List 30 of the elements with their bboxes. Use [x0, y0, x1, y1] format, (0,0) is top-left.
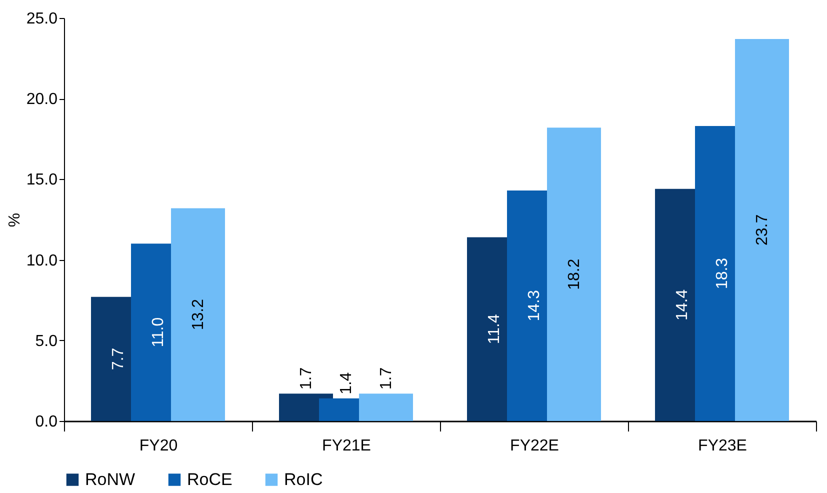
x-tick-label: FY20 [139, 438, 178, 454]
y-tick-label: 5.0 [35, 332, 58, 350]
bar [359, 394, 413, 421]
data-label: 11.4 [486, 314, 503, 344]
legend-label: RoIC [284, 470, 323, 489]
data-label: 1.4 [338, 372, 355, 394]
y-tick-label: 0.0 [35, 414, 58, 430]
legend-label: RoCE [187, 470, 232, 489]
data-label: 18.2 [566, 258, 583, 290]
y-tick-label: 25.0 [26, 10, 58, 28]
data-label: 14.4 [674, 289, 691, 321]
data-label: 1.7 [298, 367, 315, 390]
x-tick-label: FY22E [510, 438, 559, 454]
y-axis-title: % [6, 212, 24, 228]
data-label: 13.2 [190, 298, 207, 330]
x-tick-label: FY23E [698, 438, 747, 454]
data-label: 14.3 [526, 290, 543, 322]
bar [171, 208, 225, 421]
y-tick-label: 10.0 [26, 252, 58, 270]
x-tick-label: FY21E [322, 438, 371, 454]
data-label: 18.3 [714, 258, 731, 290]
data-label: 7.7 [110, 348, 127, 370]
bar [547, 128, 601, 421]
legend-label: RoNW [85, 470, 136, 489]
data-label: 1.7 [378, 367, 395, 390]
bar [735, 38, 789, 421]
data-label: 23.7 [754, 214, 771, 246]
y-tick-label: 15.0 [26, 172, 58, 189]
data-label: 11.0 [150, 317, 167, 348]
y-tick-label: 20.0 [26, 91, 58, 108]
